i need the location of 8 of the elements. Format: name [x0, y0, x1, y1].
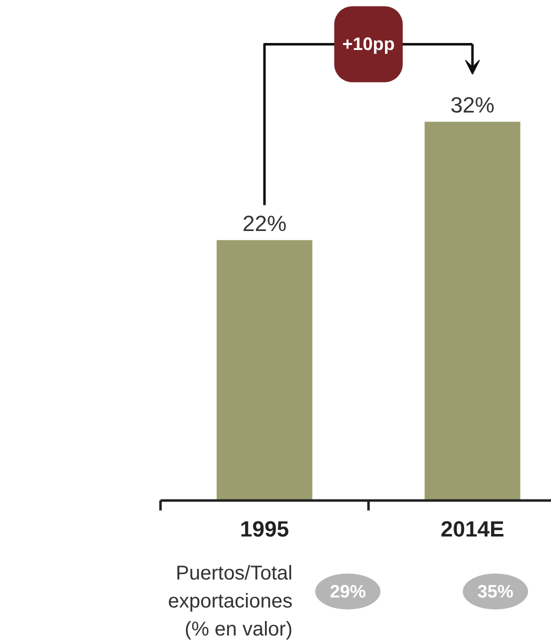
data-label: 32%: [450, 92, 494, 118]
text: Puertos/Total exportaciones (% en valor): [168, 562, 292, 640]
text: 29%: [330, 582, 366, 602]
text: +10pp: [342, 34, 395, 54]
data-label: 22%: [242, 211, 287, 236]
text: 35%: [477, 582, 514, 602]
x-tick-label: 2014E: [440, 516, 504, 542]
x-tick-label: 1995: [240, 516, 289, 542]
